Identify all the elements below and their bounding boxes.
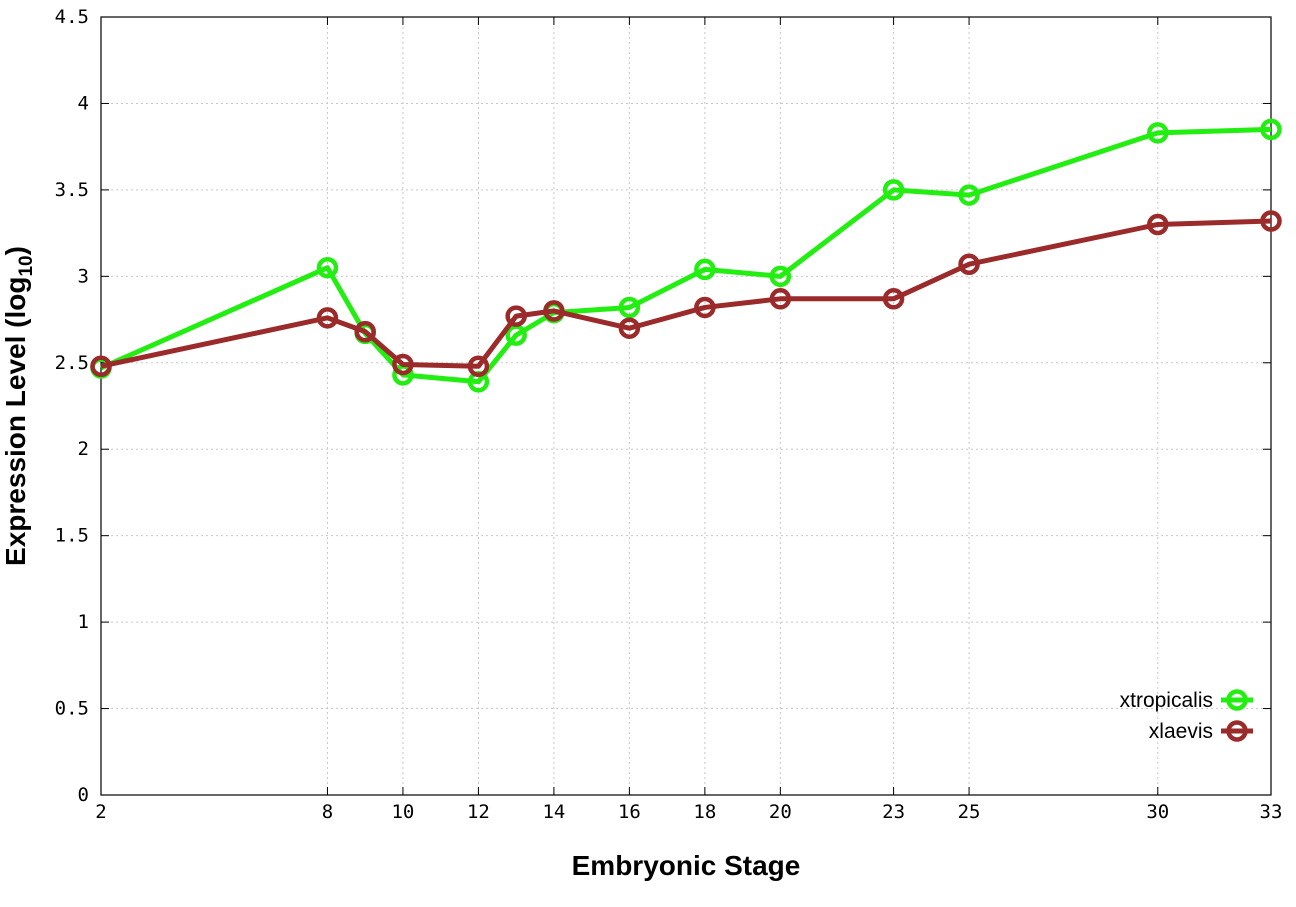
data-point-xtropicalis xyxy=(618,296,641,319)
x-axis: 2 8 10 12 14 16 18 20 23 25 30 33 xyxy=(95,17,1282,823)
legend-label-xlaevis: xlaevis xyxy=(1149,720,1213,743)
x-tick-label: 30 xyxy=(1146,801,1169,823)
data-point-xtropicalis xyxy=(958,184,980,206)
data-point-xlaevis xyxy=(90,355,112,377)
y-tick-label: 3.5 xyxy=(55,179,89,201)
data-point-xtropicalis xyxy=(769,265,792,288)
series-layer xyxy=(90,118,1282,393)
y-axis-label-main: Expression Level (log xyxy=(0,277,31,566)
y-tick-label: 4.5 xyxy=(55,6,89,28)
y-axis-label-close: ) xyxy=(0,246,31,255)
x-tick-label: 12 xyxy=(467,801,490,823)
x-tick-label: 16 xyxy=(618,801,641,823)
x-axis-label: Embryonic Stage xyxy=(572,850,801,881)
data-point-xlaevis xyxy=(882,288,905,310)
data-point-xtropicalis xyxy=(316,256,339,279)
y-tick-label: 0 xyxy=(78,784,89,806)
series-line-xtropicalis xyxy=(99,126,1272,385)
x-tick-label: 2 xyxy=(95,801,106,823)
legend-marker-xtropicalis xyxy=(1226,689,1248,711)
data-point-xlaevis xyxy=(354,320,376,343)
data-point-xlaevis xyxy=(958,253,980,275)
data-point-xlaevis xyxy=(467,355,490,377)
x-tick-label: 8 xyxy=(322,801,333,823)
y-tick-label: 1 xyxy=(78,611,89,633)
y-tick-label: 0.5 xyxy=(55,698,89,720)
legend-marker-xlaevis xyxy=(1226,720,1248,742)
x-tick-label: 20 xyxy=(769,801,792,823)
y-axis-label-subscript: 10 xyxy=(16,255,37,276)
data-point-xlaevis xyxy=(543,300,565,322)
y-tick-label: 4 xyxy=(78,92,89,114)
data-point-xlaevis xyxy=(1260,210,1282,232)
data-point-xtropicalis xyxy=(1147,122,1169,144)
x-tick-label: 25 xyxy=(958,801,981,823)
legend-label-xtropicalis: xtropicalis xyxy=(1120,689,1213,712)
y-tick-label: 2.5 xyxy=(55,352,89,374)
x-tick-label: 18 xyxy=(693,801,716,823)
x-tick-label: 14 xyxy=(542,801,565,823)
data-point-xtropicalis xyxy=(694,258,716,281)
data-point-xlaevis xyxy=(769,288,792,310)
x-tick-label: 23 xyxy=(882,801,905,823)
data-point-xlaevis xyxy=(505,305,527,327)
data-point-xlaevis xyxy=(694,296,716,319)
x-tick-label: 33 xyxy=(1260,801,1283,823)
y-axis-label: Expression Level (log10) xyxy=(0,246,37,566)
legend: xtropicalis xlaevis xyxy=(1120,689,1253,743)
data-point-xtropicalis xyxy=(882,179,905,201)
plot-area xyxy=(100,16,1272,796)
data-point-xtropicalis xyxy=(1260,118,1282,141)
data-point-xlaevis xyxy=(392,353,414,376)
x-tick-label: 10 xyxy=(391,801,414,823)
data-point-xlaevis xyxy=(1147,213,1169,236)
y-tick-label: 3 xyxy=(78,265,89,287)
y-tick-label: 1.5 xyxy=(55,525,89,547)
data-point-xlaevis xyxy=(618,317,641,339)
data-point-xlaevis xyxy=(316,307,339,329)
grid xyxy=(101,17,1271,795)
y-axis: 0 0.5 1 1.5 2 2.5 3 3.5 4 4.5 xyxy=(55,6,1271,806)
series-line-xlaevis xyxy=(100,218,1272,369)
y-tick-label: 2 xyxy=(78,438,89,460)
